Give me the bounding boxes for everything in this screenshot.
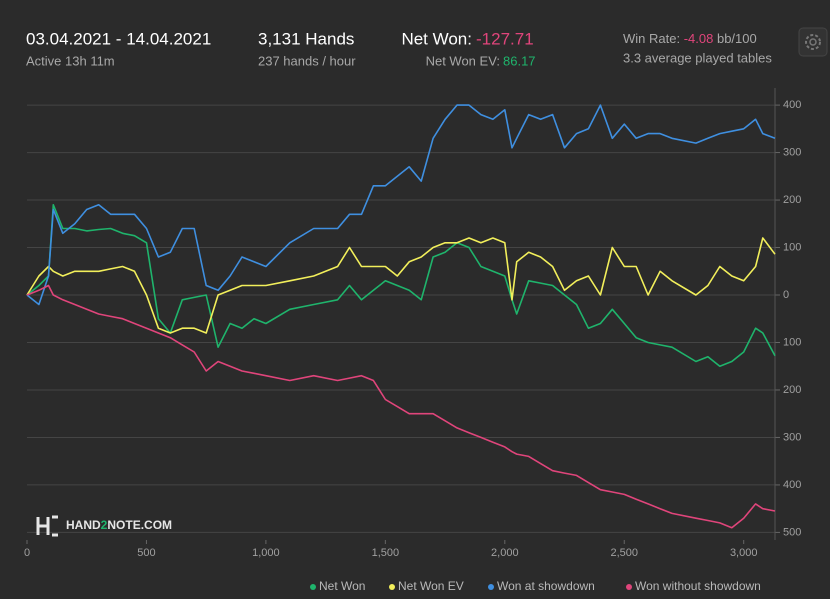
ev-value: 86.17	[503, 53, 536, 68]
tables: 3.3 average played tables	[623, 50, 772, 65]
logo-icon	[36, 515, 58, 537]
x-tick-label: 1,500	[372, 547, 400, 559]
legend-marker	[310, 584, 316, 590]
hands-rate: 237 hands / hour	[258, 53, 356, 68]
watermark: HAND2NOTE.COM	[36, 515, 172, 537]
legend-marker	[389, 584, 395, 590]
y-tick-label: 100	[783, 336, 801, 348]
y-tick-label: 500	[783, 526, 801, 538]
x-tick-label: 500	[137, 547, 155, 559]
legend-marker	[488, 584, 494, 590]
y-tick-label: 200	[783, 194, 801, 206]
win-rate-label: Win Rate:	[623, 31, 680, 46]
y-tick-label: 300	[783, 146, 801, 158]
x-tick-label: 0	[24, 547, 30, 559]
win-rate-value: -4.08	[684, 31, 714, 46]
legend-label: Won at showdown	[497, 579, 595, 593]
win-rate-label: Win Rate: -4.08 bb/100	[623, 31, 757, 46]
y-tick-label: 400	[783, 99, 801, 111]
settings-box[interactable]	[798, 27, 828, 57]
net-won-label: Net Won:	[401, 29, 472, 48]
y-tick-label: 400	[783, 479, 801, 491]
legend: Net Won Net Won EV Won at showdown Won with…	[310, 579, 761, 593]
gear[interactable]	[805, 34, 821, 50]
y-tick-label: 200	[783, 384, 801, 396]
series-line	[26, 104, 776, 306]
ev-label: Net Won EV:	[426, 53, 500, 68]
y-tick-label: 300	[783, 431, 801, 443]
gear-center[interactable]	[809, 38, 817, 46]
win-rate-unit: bb/100	[717, 31, 757, 46]
x-tick-label: 3,000	[730, 547, 758, 559]
series-line	[26, 237, 776, 334]
hands: 3,131 Hands	[258, 29, 354, 48]
series-line	[26, 284, 776, 529]
legend-label: Net Won	[319, 579, 365, 593]
settings-button[interactable]	[798, 27, 828, 57]
logo-part: 2	[101, 518, 108, 532]
logo-part: NOTE.COM	[107, 518, 172, 532]
legend-label: Won without showdown	[635, 579, 761, 593]
net-won-value: -127.71	[476, 29, 534, 48]
x-tick-label: 2,500	[610, 547, 638, 559]
x-tick-label: 2,000	[491, 547, 519, 559]
y-tick-label: 100	[783, 241, 801, 253]
active-time: Active 13h 11m	[26, 53, 115, 68]
legend-marker	[626, 584, 632, 590]
series-line	[26, 204, 776, 367]
date-range: 03.04.2021 - 14.04.2021	[26, 29, 211, 48]
logo-part: HAND	[66, 518, 101, 532]
legend-label: Net Won EV	[398, 579, 464, 593]
logo-text: HAND2NOTE.COM	[66, 518, 172, 532]
y-tick-label: 0	[783, 289, 789, 301]
x-tick-label: 1,000	[252, 547, 280, 559]
plot: 400 300 200 100 0 100 200 300 400 500 0 500 1,000 1,5…	[24, 88, 801, 559]
